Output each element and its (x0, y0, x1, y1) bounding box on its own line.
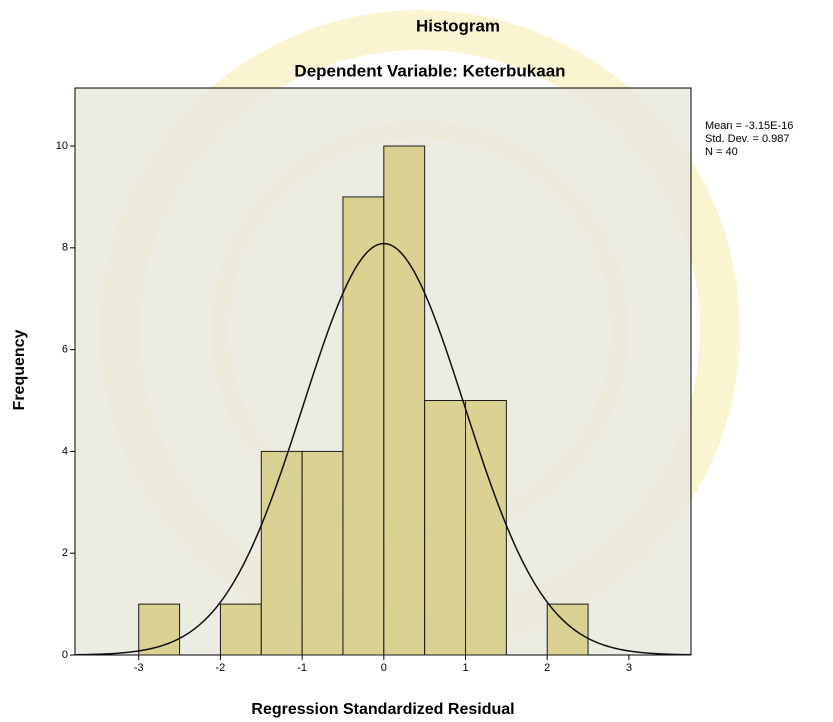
x-tick-label: 0 (381, 662, 387, 674)
bar (547, 604, 588, 655)
x-tick-label: 2 (544, 662, 550, 674)
y-tick-label: 6 (62, 344, 68, 356)
bar (384, 146, 425, 655)
x-tick-label: -3 (134, 662, 144, 674)
bar (139, 604, 180, 655)
bar (261, 451, 302, 655)
chart-title: Histogram (416, 16, 500, 35)
stat-mean: Mean = -3.15E-16 (705, 120, 793, 132)
bar (466, 401, 507, 655)
bar (220, 604, 261, 655)
y-tick-label: 0 (62, 649, 68, 661)
chart: Histogram Dependent Variable: Keterbukaa… (0, 0, 833, 722)
y-tick-label: 4 (62, 445, 68, 457)
y-tick-label: 8 (62, 242, 68, 254)
x-tick-label: -1 (297, 662, 307, 674)
stat-sd: Std. Dev. = 0.987 (705, 133, 790, 145)
bar (302, 451, 343, 655)
y-axis-label: Frequency (11, 329, 28, 410)
x-tick-label: 1 (462, 662, 468, 674)
chart-subtitle: Dependent Variable: Keterbukaan (294, 61, 565, 80)
bar (425, 401, 466, 655)
y-tick-label: 2 (62, 547, 68, 559)
x-axis-label: Regression Standardized Residual (251, 701, 514, 718)
y-tick-label: 10 (56, 140, 68, 152)
x-tick-label: 3 (626, 662, 632, 674)
x-tick-label: -2 (216, 662, 226, 674)
bar (343, 197, 384, 655)
stat-n: N = 40 (705, 146, 738, 158)
